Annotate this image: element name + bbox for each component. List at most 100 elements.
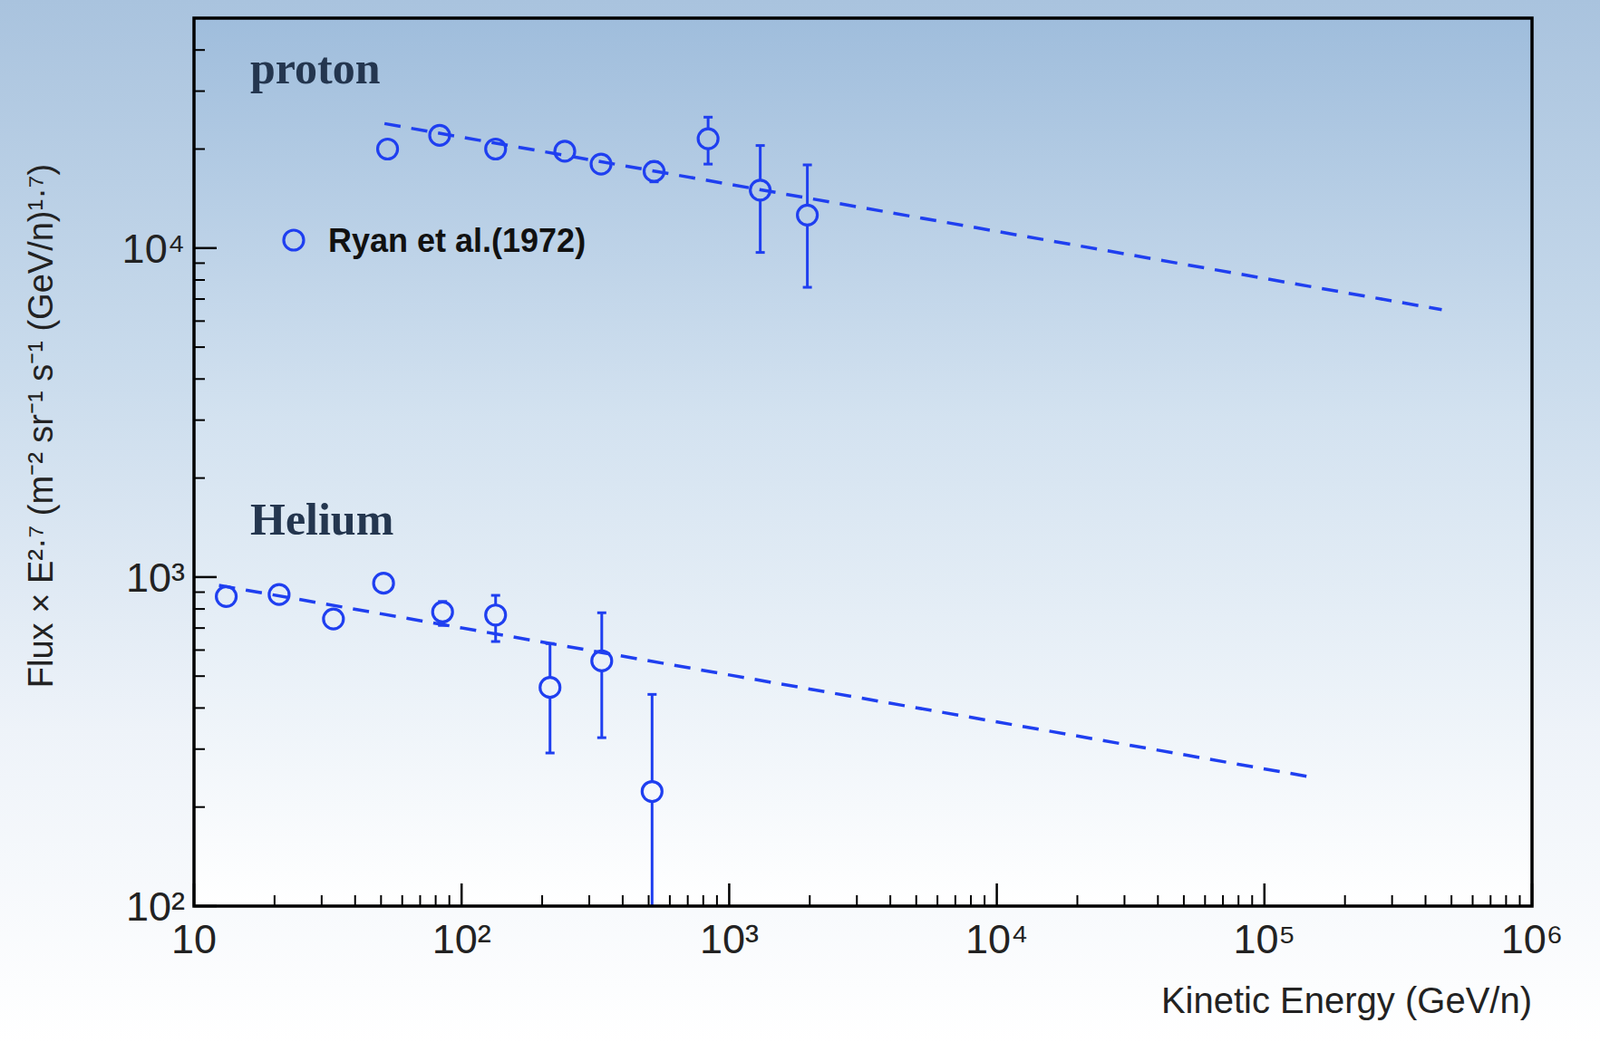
data-point — [540, 678, 561, 699]
chart: 1010²10³10⁴10⁵10⁶10²10³10⁴Kinetic Energy… — [0, 0, 1600, 1042]
minor-tick — [889, 895, 892, 907]
minor-tick — [936, 895, 939, 907]
minor-tick — [669, 895, 671, 907]
minor-tick — [193, 147, 205, 150]
x-tick — [995, 883, 999, 907]
x-axis-title: Kinetic Energy (GeV/n) — [1161, 980, 1533, 1021]
x-tick-label: 10⁶ — [1501, 916, 1564, 963]
minor-tick — [1123, 895, 1125, 907]
minor-tick — [193, 261, 205, 264]
minor-tick — [1250, 895, 1253, 907]
minor-tick — [1425, 895, 1427, 907]
x-tick-label: 10⁴ — [965, 916, 1028, 963]
minor-tick — [354, 895, 357, 907]
data-point — [641, 782, 662, 803]
data-point — [216, 586, 237, 607]
y-tick-label: 10² — [126, 883, 185, 931]
data-point — [554, 141, 575, 162]
minor-tick — [193, 279, 205, 282]
data-point — [698, 128, 718, 149]
y-tick — [193, 247, 217, 251]
minor-tick — [193, 748, 205, 751]
error-bar — [703, 116, 713, 165]
minor-tick — [1472, 895, 1474, 907]
plot-area — [216, 116, 1443, 907]
minor-tick — [541, 895, 544, 907]
minor-tick — [193, 320, 205, 322]
data-point — [378, 138, 398, 159]
series-label: Helium — [250, 494, 394, 545]
minor-tick — [193, 90, 205, 93]
minor-tick — [1344, 895, 1347, 907]
minor-tick — [273, 895, 276, 907]
minor-tick — [588, 895, 591, 907]
data-point — [323, 609, 344, 630]
fit-line — [219, 585, 1308, 777]
minor-tick — [1156, 895, 1159, 907]
minor-tick — [193, 477, 205, 480]
minor-tick — [193, 48, 205, 51]
minor-tick — [193, 419, 205, 422]
minor-tick — [621, 895, 624, 907]
minor-tick — [1489, 895, 1492, 907]
x-tick-label: 10⁵ — [1232, 916, 1296, 963]
minor-tick — [915, 895, 918, 907]
minor-tick — [1203, 895, 1206, 907]
minor-tick — [954, 895, 957, 907]
minor-tick — [1183, 895, 1185, 907]
y-axis-title: Flux × E²·⁷ (m⁻² sr⁻¹ s⁻¹ (GeV/n)¹·⁷) — [21, 164, 60, 689]
minor-tick — [808, 895, 811, 907]
minor-tick — [418, 895, 421, 907]
series-label: proton — [250, 42, 381, 94]
minor-tick — [1518, 895, 1521, 907]
legend: Ryan et al.(1972) — [283, 222, 586, 260]
minor-tick — [193, 298, 205, 301]
minor-tick — [716, 895, 718, 907]
minor-tick — [702, 895, 705, 907]
data-point — [485, 605, 506, 626]
fit-line — [384, 123, 1442, 310]
x-tick-label: 10³ — [699, 916, 759, 963]
minor-tick — [855, 895, 858, 907]
minor-tick — [1504, 895, 1507, 907]
x-tick — [1263, 883, 1267, 907]
minor-tick — [983, 895, 986, 907]
minor-tick — [379, 895, 382, 907]
minor-tick — [193, 806, 205, 809]
minor-tick — [448, 895, 451, 907]
data-point — [797, 204, 818, 225]
minor-tick — [1237, 895, 1240, 907]
y-tick — [193, 576, 217, 580]
minor-tick — [1391, 895, 1394, 907]
legend-label: Ryan et al.(1972) — [328, 222, 586, 260]
minor-tick — [435, 895, 437, 907]
minor-tick — [969, 895, 972, 907]
minor-tick — [1450, 895, 1453, 907]
minor-tick — [687, 895, 689, 907]
minor-tick — [401, 895, 404, 907]
data-point — [373, 573, 394, 594]
y-tick-label: 10³ — [126, 554, 185, 602]
minor-tick — [193, 608, 205, 611]
minor-tick — [193, 378, 205, 380]
data-point — [432, 601, 453, 622]
plot-background — [193, 18, 1533, 907]
minor-tick — [193, 591, 205, 594]
minor-tick — [648, 895, 650, 907]
minor-tick — [193, 627, 205, 630]
minor-tick — [193, 649, 205, 651]
minor-tick — [193, 675, 205, 678]
legend-marker — [283, 230, 304, 251]
minor-tick — [320, 895, 323, 907]
minor-tick — [193, 346, 205, 349]
y-tick-label: 10⁴ — [122, 225, 185, 272]
minor-tick — [1221, 895, 1224, 907]
minor-tick — [193, 707, 205, 709]
axes: 1010²10³10⁴10⁵10⁶10²10³10⁴ — [122, 49, 1564, 963]
x-tick — [727, 883, 731, 907]
x-tick-label: 10² — [432, 916, 492, 963]
minor-tick — [1076, 895, 1078, 907]
error-bar — [597, 612, 607, 738]
x-tick — [460, 883, 464, 907]
plot-frame — [193, 18, 1533, 907]
